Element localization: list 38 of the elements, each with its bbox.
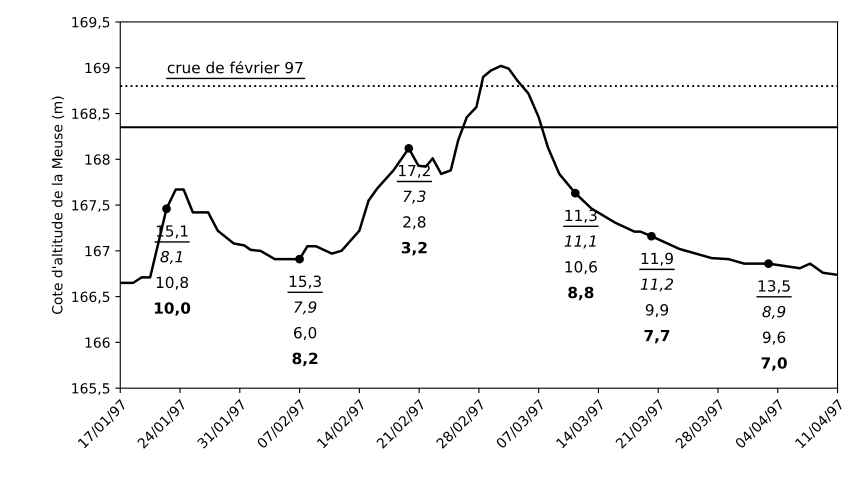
annotation: 7,7 — [644, 330, 670, 344]
y-axis-title: Cote d'altitude de la Meuse (m) — [52, 96, 64, 314]
annotation: 11,9 — [642, 252, 673, 266]
y-tick-label: 167,5 — [72, 200, 110, 212]
point — [404, 144, 414, 153]
annotation: 11,2 — [640, 278, 674, 292]
annotation: 8,1 — [160, 250, 182, 264]
annotation: 9,9 — [646, 304, 668, 318]
annotation: 7,0 — [762, 357, 787, 371]
y-tick-label: 167 — [86, 246, 110, 256]
annotation: 10,0 — [154, 302, 190, 316]
y-tick-label: 168 — [86, 154, 110, 165]
annotation: 7,9 — [294, 301, 316, 314]
ref-line-label: crue de février 97 — [168, 60, 302, 74]
annotation: 8,2 — [292, 352, 318, 366]
y-tick-label: 166 — [86, 337, 110, 348]
y-tick-label: 165,5 — [72, 383, 110, 396]
point — [162, 204, 171, 214]
annotation: 2,8 — [403, 216, 426, 230]
y-tick-label: 166,5 — [72, 292, 110, 304]
annotation: 3,2 — [402, 242, 427, 256]
y-tick-label: 169,5 — [72, 16, 110, 29]
annotation: 11,1 — [564, 236, 596, 248]
annotation: 8,8 — [568, 286, 594, 300]
annotation: 8,9 — [762, 306, 786, 319]
annotation: 10,8 — [156, 276, 188, 290]
y-tick-label: 168,5 — [72, 108, 110, 120]
annotation: 10,6 — [566, 261, 597, 274]
point — [295, 254, 304, 264]
annotation: 6,0 — [294, 326, 316, 340]
annotation: 15,3 — [290, 276, 321, 289]
y-tick-label: 169 — [86, 62, 110, 74]
point — [647, 232, 656, 241]
annotation: 9,6 — [762, 332, 786, 345]
point — [570, 188, 580, 198]
point — [764, 259, 773, 268]
annotation: 7,3 — [404, 190, 426, 204]
annotation: 13,5 — [758, 280, 790, 294]
